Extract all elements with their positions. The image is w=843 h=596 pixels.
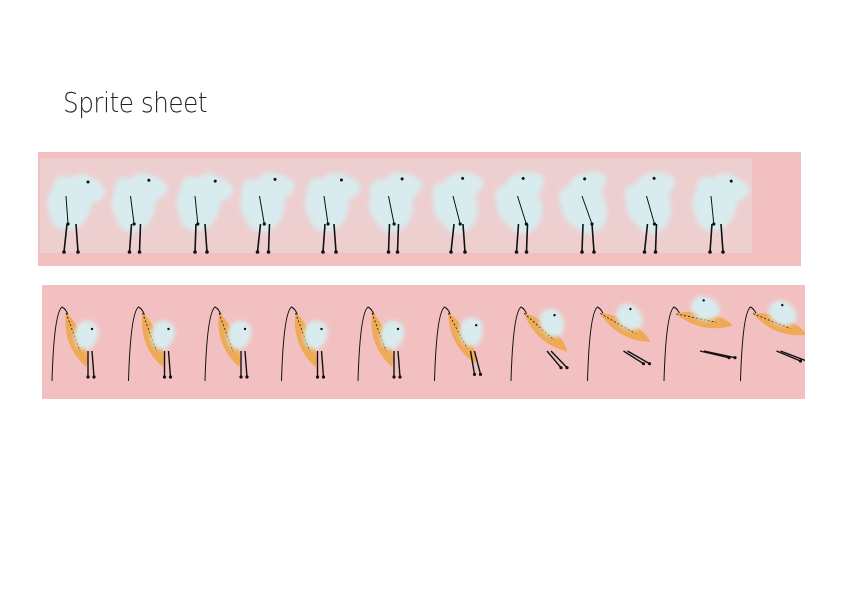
sheep-frame — [176, 173, 234, 254]
glider-frame — [357, 306, 405, 382]
hang-glider-strip — [42, 285, 805, 399]
sheep-frame — [47, 174, 106, 254]
glider-frame — [740, 299, 805, 382]
glider-frame — [510, 306, 569, 382]
sheep-frame — [369, 172, 423, 254]
glider-frame — [434, 306, 483, 382]
sheep-frame — [625, 172, 675, 254]
glider-frame — [663, 295, 737, 382]
page-title: Sprite sheet — [63, 86, 208, 119]
glider-frame — [204, 306, 252, 382]
glider-frame — [281, 306, 328, 382]
sheep-frame — [692, 173, 750, 254]
sheep-frame — [432, 172, 484, 254]
glider-frame — [128, 306, 175, 382]
sheep-frame — [304, 173, 361, 254]
glider-frames — [51, 295, 805, 382]
walk-cycle-frames — [40, 158, 752, 254]
glider-frame — [587, 303, 652, 382]
sheep-frame — [495, 172, 545, 254]
sheep-frame — [111, 173, 169, 254]
sheep-frame — [558, 171, 608, 254]
sheep-frame — [240, 172, 295, 254]
walk-cycle-strip — [38, 152, 801, 266]
glider-frame — [51, 306, 99, 382]
